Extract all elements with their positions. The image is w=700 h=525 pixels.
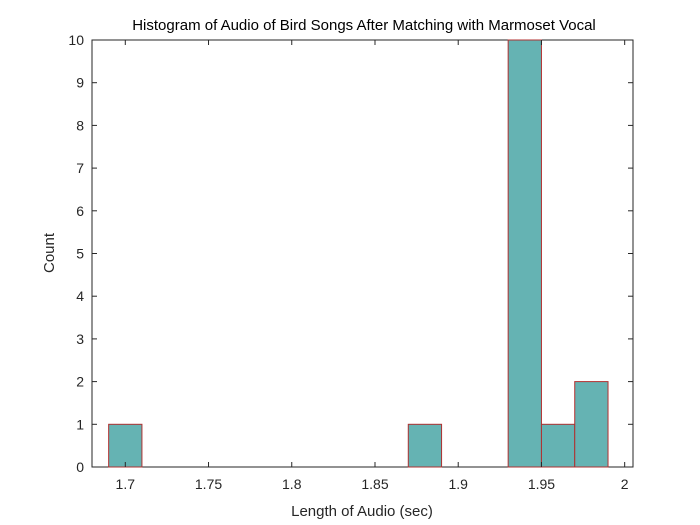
y-tick-label-2: 2 xyxy=(76,374,84,390)
histogram-bar-3 xyxy=(540,423,576,468)
x-tick-label-2: 1.8 xyxy=(282,476,302,492)
x-tick-label-6: 2 xyxy=(621,476,629,492)
x-tick-label-5: 1.95 xyxy=(528,476,555,492)
histogram-bar-1 xyxy=(407,423,443,468)
y-tick-label-9: 9 xyxy=(76,75,84,91)
histogram-bar-0 xyxy=(108,423,143,468)
y-tick-label-3: 3 xyxy=(76,331,84,347)
y-axis-ticks: 0 1 2 3 4 5 6 7 8 9 10 xyxy=(68,32,633,475)
y-tick-label-7: 7 xyxy=(76,160,84,176)
plot-area xyxy=(91,39,634,468)
x-tick-label-0: 1.7 xyxy=(116,476,136,492)
chart-title: Histogram of Audio of Bird Songs After M… xyxy=(132,17,596,34)
y-tick-label-10: 10 xyxy=(68,32,84,48)
x-tick-label-4: 1.9 xyxy=(448,476,468,492)
histogram-bar-4 xyxy=(574,381,609,468)
histogram-bars xyxy=(108,39,609,468)
y-tick-label-4: 4 xyxy=(76,288,84,304)
histogram-bar-2 xyxy=(507,39,542,468)
y-axis-label: Count xyxy=(41,232,58,273)
y-tick-label-5: 5 xyxy=(76,246,84,262)
y-tick-label-6: 6 xyxy=(76,203,84,219)
y-tick-label-1: 1 xyxy=(76,416,84,432)
y-tick-label-0: 0 xyxy=(76,459,84,475)
x-tick-label-3: 1.85 xyxy=(361,476,388,492)
x-tick-label-1: 1.75 xyxy=(195,476,222,492)
x-axis-ticks: 1.7 1.75 1.8 1.85 1.9 1.95 2 xyxy=(116,40,629,492)
y-tick-label-8: 8 xyxy=(76,117,84,133)
x-axis-label: Length of Audio (sec) xyxy=(291,503,433,520)
